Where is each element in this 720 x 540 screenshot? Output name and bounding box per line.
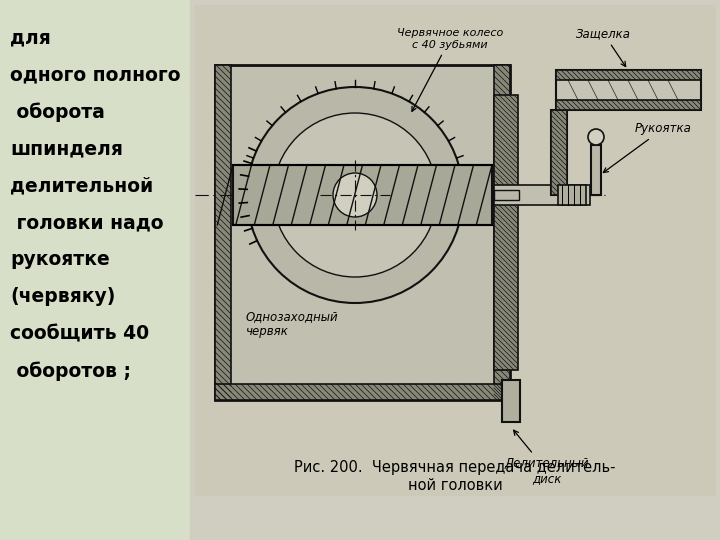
- Bar: [556, 100, 701, 110]
- Bar: [494, 185, 590, 205]
- Bar: [494, 95, 518, 370]
- Text: Однозаходный
червяк: Однозаходный червяк: [246, 310, 338, 338]
- Circle shape: [247, 87, 463, 303]
- Bar: [558, 185, 586, 205]
- Bar: [215, 65, 231, 400]
- Bar: [494, 190, 519, 200]
- Bar: [215, 65, 510, 400]
- Text: (червяку): (червяку): [10, 287, 115, 306]
- Bar: [551, 110, 567, 195]
- Bar: [556, 70, 701, 80]
- Text: сообщить 40: сообщить 40: [10, 324, 149, 343]
- Bar: [215, 384, 510, 400]
- Text: оборота: оборота: [10, 102, 105, 122]
- Bar: [551, 110, 567, 195]
- Bar: [494, 65, 510, 400]
- Circle shape: [273, 113, 437, 277]
- Bar: [502, 380, 520, 422]
- Text: делительной: делительной: [10, 176, 153, 195]
- Bar: [233, 165, 492, 225]
- Text: одного полного: одного полного: [10, 65, 181, 84]
- Text: шпинделя: шпинделя: [10, 139, 123, 158]
- Text: головки надо: головки надо: [10, 213, 163, 232]
- Bar: [190, 0, 720, 540]
- Bar: [556, 70, 701, 110]
- Circle shape: [333, 173, 377, 217]
- Text: Рукоятка: Рукоятка: [603, 122, 692, 172]
- Bar: [591, 145, 601, 195]
- Text: Рис. 200.  Червячная передача делитель-: Рис. 200. Червячная передача делитель-: [294, 460, 616, 475]
- Bar: [195, 5, 715, 495]
- Text: для: для: [10, 28, 50, 47]
- Bar: [0, 0, 190, 540]
- Text: Червячное колесо
с 40 зубьями: Червячное колесо с 40 зубьями: [397, 29, 503, 111]
- Text: Защелка: Защелка: [576, 27, 631, 66]
- Text: рукоятке: рукоятке: [10, 250, 109, 269]
- Text: ной головки: ной головки: [408, 478, 503, 493]
- Circle shape: [588, 129, 604, 145]
- Text: Делительный
диск: Делительный диск: [505, 430, 589, 485]
- Text: оборотов ;: оборотов ;: [10, 361, 131, 381]
